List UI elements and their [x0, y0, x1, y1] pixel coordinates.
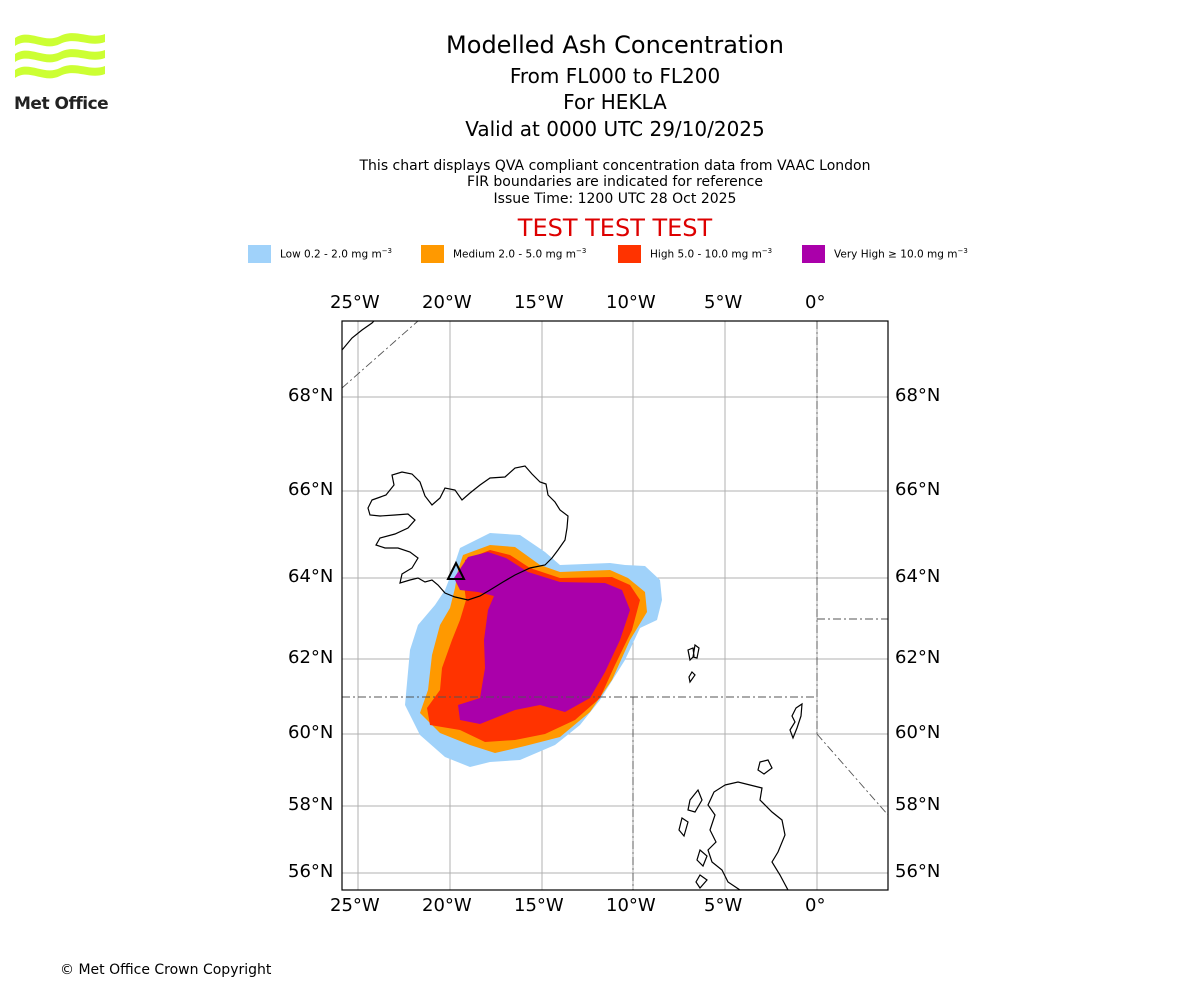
legend-swatch-high [618, 245, 641, 263]
legend-label-high: High 5.0 - 10.0 mg m−3 [650, 247, 773, 261]
lat-tick-right: 64°N [895, 566, 941, 587]
lat-tick-right: 56°N [895, 861, 941, 882]
valid-time: Valid at 0000 UTC 29/10/2025 [465, 117, 765, 141]
legend-very-high: Very High ≥ 10.0 mg m−3 [802, 244, 968, 264]
lat-tick-right: 58°N [895, 794, 941, 815]
volcano-marker-icon [446, 560, 466, 580]
greenland-coastline [342, 321, 375, 351]
logo-text: Met Office [14, 94, 109, 114]
map-frame [341, 320, 889, 891]
legend-medium: Medium 2.0 - 5.0 mg m−3 [421, 244, 586, 264]
lon-tick-top: 5°W [704, 292, 743, 313]
lon-tick-bottom: 15°W [514, 895, 564, 916]
chart-title: Modelled Ash Concentration [446, 31, 784, 59]
lat-tick-left: 64°N [288, 566, 334, 587]
lat-tick-left: 58°N [288, 794, 334, 815]
issue-time: Issue Time: 1200 UTC 28 Oct 2025 [493, 191, 737, 207]
lat-tick-left: 66°N [288, 479, 334, 500]
legend-label-very-high: Very High ≥ 10.0 mg m−3 [834, 247, 968, 261]
legend-label-low: Low 0.2 - 2.0 mg m−3 [280, 247, 393, 261]
fir-note: FIR boundaries are indicated for referen… [467, 174, 763, 190]
shetland-islands [789, 702, 803, 740]
scotland-coastline [707, 781, 789, 890]
met-office-wave-icon [15, 33, 105, 79]
ash-very-high-area [454, 552, 630, 724]
met-office-logo: Met Office [14, 30, 114, 114]
lon-tick-bottom: 0° [805, 895, 826, 916]
volcano-name: For HEKLA [563, 90, 667, 114]
legend-swatch-low [248, 245, 271, 263]
lat-tick-right: 60°N [895, 722, 941, 743]
lon-tick-bottom: 5°W [704, 895, 743, 916]
legend-low: Low 0.2 - 2.0 mg m−3 [248, 244, 392, 264]
legend-high: High 5.0 - 10.0 mg m−3 [618, 244, 772, 264]
legend-swatch-medium [421, 245, 444, 263]
lat-tick-right: 62°N [895, 647, 941, 668]
lon-tick-top: 10°W [606, 292, 656, 313]
lon-tick-top: 0° [805, 292, 826, 313]
legend-label-medium: Medium 2.0 - 5.0 mg m−3 [453, 247, 587, 261]
lon-tick-top: 20°W [422, 292, 472, 313]
lat-tick-left: 62°N [288, 647, 334, 668]
fir-boundaries [342, 321, 888, 890]
lon-tick-top: 15°W [514, 292, 564, 313]
test-banner: TEST TEST TEST [517, 214, 713, 242]
lon-tick-bottom: 25°W [330, 895, 380, 916]
lon-tick-top: 25°W [330, 292, 380, 313]
qva-note: This chart displays QVA compliant concen… [359, 158, 871, 174]
iceland-coastline [367, 465, 569, 601]
lat-tick-left: 68°N [288, 385, 334, 406]
lat-tick-right: 68°N [895, 385, 941, 406]
copyright: © Met Office Crown Copyright [60, 962, 272, 978]
lon-tick-bottom: 10°W [606, 895, 656, 916]
orkney-islands [757, 759, 773, 775]
legend-swatch-very-high [802, 245, 825, 263]
faroe-islands [687, 643, 700, 684]
lat-tick-left: 60°N [288, 722, 334, 743]
lat-tick-left: 56°N [288, 861, 334, 882]
flight-level-range: From FL000 to FL200 [509, 64, 721, 88]
hebrides-islands [678, 788, 708, 889]
lon-tick-bottom: 20°W [422, 895, 472, 916]
lat-tick-right: 66°N [895, 479, 941, 500]
